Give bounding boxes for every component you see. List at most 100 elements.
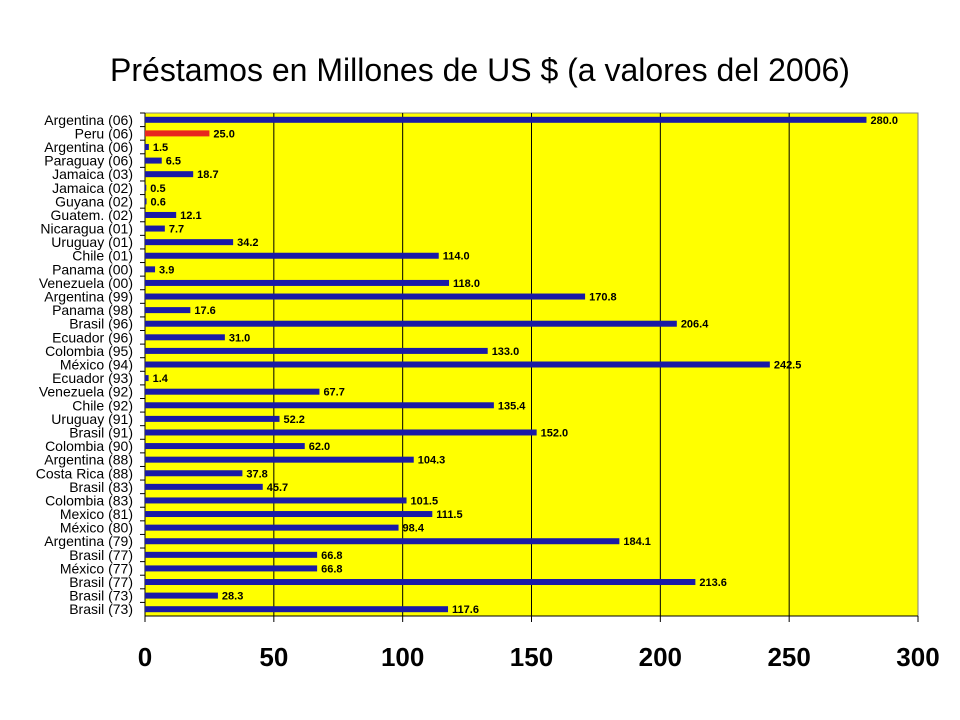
value-label: 62.0 [309,441,330,453]
bar [145,375,149,382]
bar [145,361,770,368]
category-label: Colombia (83) [45,492,133,508]
value-label: 213.6 [699,577,727,589]
value-label: 1.5 [153,142,168,154]
value-label: 66.8 [321,563,342,575]
bar [145,347,488,354]
value-label: 118.0 [453,278,480,290]
bar [145,592,218,599]
value-label: 0.6 [151,196,166,208]
bar [145,130,210,137]
value-label: 7.7 [169,224,184,236]
value-label: 280.0 [870,115,898,127]
bar [145,606,449,613]
bar [145,456,414,463]
value-label: 45.7 [267,482,288,494]
category-label: Uruguay (01) [51,234,133,250]
category-label: Argentina (88) [44,452,133,468]
value-label: 66.8 [321,550,342,562]
category-label: Brasil (91) [69,424,133,440]
x-tick-label: 0 [138,642,152,672]
bar [145,415,280,422]
category-label: Argentina (79) [44,533,133,549]
category-label: Mexico (81) [60,506,133,522]
bar [145,483,263,490]
bar [145,334,225,341]
bar [145,402,494,409]
bar [145,171,194,178]
bar [145,198,147,205]
value-label: 25.0 [213,128,234,140]
bar [145,579,696,586]
category-label: Jamaica (02) [52,180,133,196]
category-label: Ecuador (96) [52,329,133,345]
bar [145,320,677,327]
bar [145,565,318,572]
x-tick-label: 100 [381,642,424,672]
x-tick-label: 150 [510,642,553,672]
bar [145,538,620,545]
category-label: México (94) [60,357,133,373]
bars [145,116,867,613]
category-label: Colombia (90) [45,438,133,454]
x-tick-label: 250 [767,642,810,672]
value-label: 101.5 [411,495,439,507]
value-label: 17.6 [194,305,215,317]
bar [145,239,234,246]
value-label: 152.0 [541,427,569,439]
bar [145,293,586,300]
x-axis-ticks: 0 50 100 150 200 250 300 [138,642,940,672]
category-label: Uruguay (91) [51,411,133,427]
value-label: 18.7 [197,169,218,181]
category-label: Brasil (77) [69,574,133,590]
x-tick-label: 200 [639,642,682,672]
x-tick-label: 300 [896,642,939,672]
category-label: Nicaragua (01) [40,221,133,237]
category-label: Panama (00) [52,261,133,277]
bar [145,307,191,314]
category-label: Brasil (83) [69,479,133,495]
value-label: 34.2 [237,237,258,249]
value-label: 12.1 [180,210,201,222]
bar [145,225,165,232]
category-label: Brasil (77) [69,547,133,563]
category-label: Argentina (06) [44,139,133,155]
bar [145,388,320,395]
bar [145,551,318,558]
category-label: Paraguay (06) [44,153,133,169]
category-label: Brasil (73) [69,588,133,604]
bar [145,211,177,218]
category-label: Ecuador (93) [52,370,133,386]
bar [145,184,147,191]
category-labels: Argentina (06)Peru (06)Argentina (06)Par… [36,112,133,617]
category-label: Peru (06) [75,125,133,141]
category-label: Chile (01) [72,248,133,264]
category-label: Venezuela (00) [39,275,133,291]
category-label: México (77) [60,560,133,576]
bar [145,443,305,450]
chart-title: Préstamos en Millones de US $ (a valores… [110,52,850,88]
bar [145,524,399,531]
value-label: 206.4 [681,319,709,331]
category-label: Colombia (95) [45,343,133,359]
value-label: 1.4 [153,373,169,385]
value-label: 111.5 [436,509,462,521]
bar [145,157,162,164]
bar [145,143,149,150]
value-label: 133.0 [492,346,520,358]
bar [145,252,439,259]
value-label: 52.2 [284,414,305,426]
value-label: 170.8 [589,292,617,304]
category-label: Argentina (06) [44,112,133,128]
bar [145,279,450,286]
x-tick-label: 50 [259,642,288,672]
category-label: Chile (92) [72,397,133,413]
category-label: Guyana (02) [55,193,133,209]
value-label: 104.3 [418,455,446,467]
value-labels: 280.0 25.0 1.5 6.5 18.7 0.50.6 12.1 7.7 34.2 114.… [150,115,898,616]
bar [145,511,433,518]
bar [145,116,867,123]
value-label: 242.5 [774,360,802,372]
value-label: 6.5 [166,156,181,168]
